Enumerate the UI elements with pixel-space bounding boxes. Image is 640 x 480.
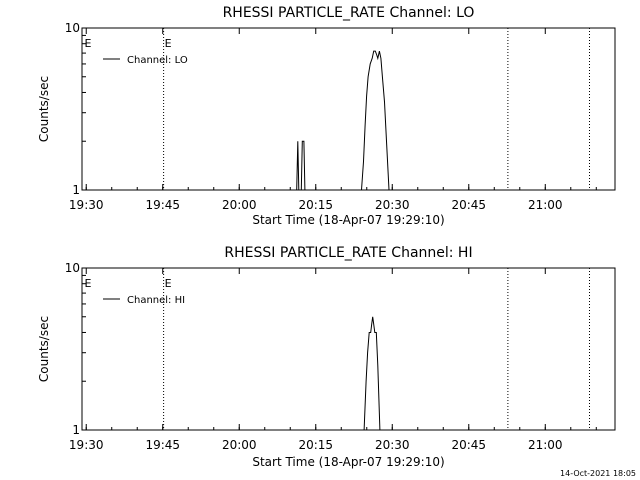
plot-frame [81,27,616,191]
x-axis-label: Start Time (18-Apr-07 19:29:10) [252,213,444,227]
y-tick-label: 10 [65,21,80,35]
x-tick-label: 19:30 [69,198,104,212]
chart-title: RHESSI PARTICLE_RATE Channel: HI [224,245,472,261]
edge-marker-label: E [85,277,92,290]
y-tick-label: 1 [72,423,80,437]
x-tick-label: 20:30 [375,438,410,452]
x-tick-label: 20:00 [222,438,257,452]
x-axis-label: Start Time (18-Apr-07 19:29:10) [252,455,444,469]
x-tick-label: 21:00 [528,198,563,212]
event-marker-label: E [165,37,172,50]
plot-frame [81,267,616,431]
chart-panel-hi: RHESSI PARTICLE_RATE Channel: HI 19:30 19:… [37,245,616,469]
chart-panel-lo: RHESSI PARTICLE_RATE Channel: LO 19:30 19:… [37,5,616,227]
x-tick-label: 19:45 [145,438,180,452]
footer-timestamp: 14-Oct-2021 18:05 [560,469,636,478]
x-tick-label: 20:30 [375,198,410,212]
y-tick-label: 10 [65,261,80,275]
edge-marker-label: E [85,37,92,50]
chart-title: RHESSI PARTICLE_RATE Channel: LO [223,5,475,21]
x-tick-label: 20:15 [298,198,333,212]
x-tick-label: 21:00 [528,438,563,452]
y-axis-label: Counts/sec [37,316,51,382]
y-axis-label: Counts/sec [37,76,51,142]
x-tick-label: 20:00 [222,198,257,212]
event-marker-label: E [165,277,172,290]
legend-entry: Channel: HI [127,295,185,306]
x-tick-label: 20:15 [298,438,333,452]
series-line [363,316,381,431]
x-tick-label: 20:45 [451,198,486,212]
y-tick-label: 1 [72,183,80,197]
x-tick-label: 19:45 [145,198,180,212]
legend-entry: Channel: LO [127,55,188,66]
series-line [296,50,390,191]
x-tick-label: 19:30 [69,438,104,452]
x-tick-label: 20:45 [451,438,486,452]
